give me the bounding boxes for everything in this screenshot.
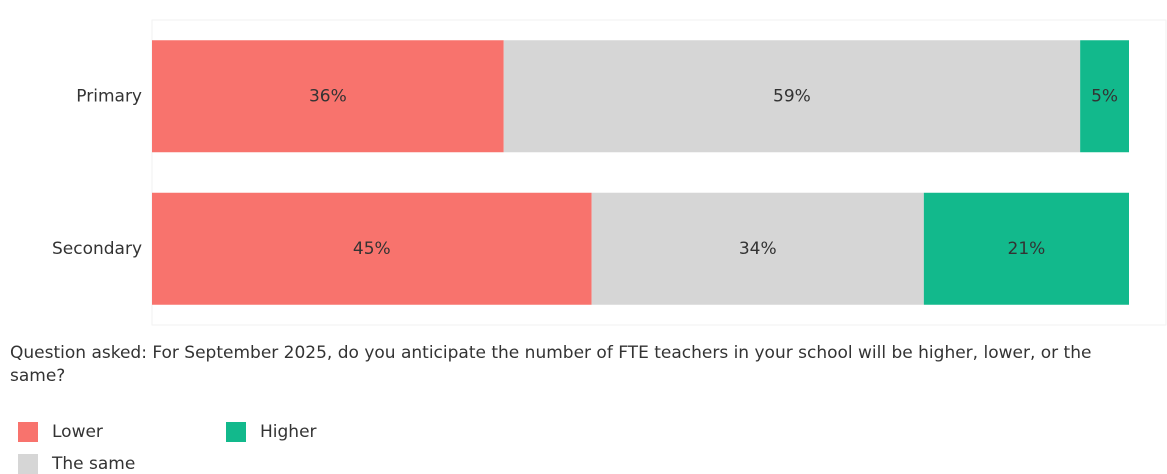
y-tick-label: Primary <box>76 86 142 106</box>
question-note: Question asked: For September 2025, do y… <box>10 343 1092 386</box>
bar-segment <box>152 192 592 305</box>
value-label: 21% <box>1008 239 1046 259</box>
bar-segment <box>1080 40 1129 153</box>
plot-area <box>151 19 1167 326</box>
value-label: 59% <box>773 86 811 106</box>
bar-segment <box>591 192 924 305</box>
value-label: 36% <box>309 86 347 106</box>
value-label: 45% <box>353 239 391 259</box>
legend-swatch <box>18 454 38 474</box>
legend-label: The same <box>51 454 135 474</box>
bar-segment <box>152 40 504 153</box>
bar-segment <box>503 40 1081 153</box>
y-tick-label: Secondary <box>52 239 142 259</box>
legend-label: Lower <box>52 422 103 442</box>
legend-label: Higher <box>260 422 317 442</box>
value-label: 34% <box>739 239 777 259</box>
bar-segment <box>923 192 1129 305</box>
legend-swatch <box>18 422 38 442</box>
value-label: 5% <box>1091 86 1118 106</box>
legend-swatch <box>226 422 246 442</box>
